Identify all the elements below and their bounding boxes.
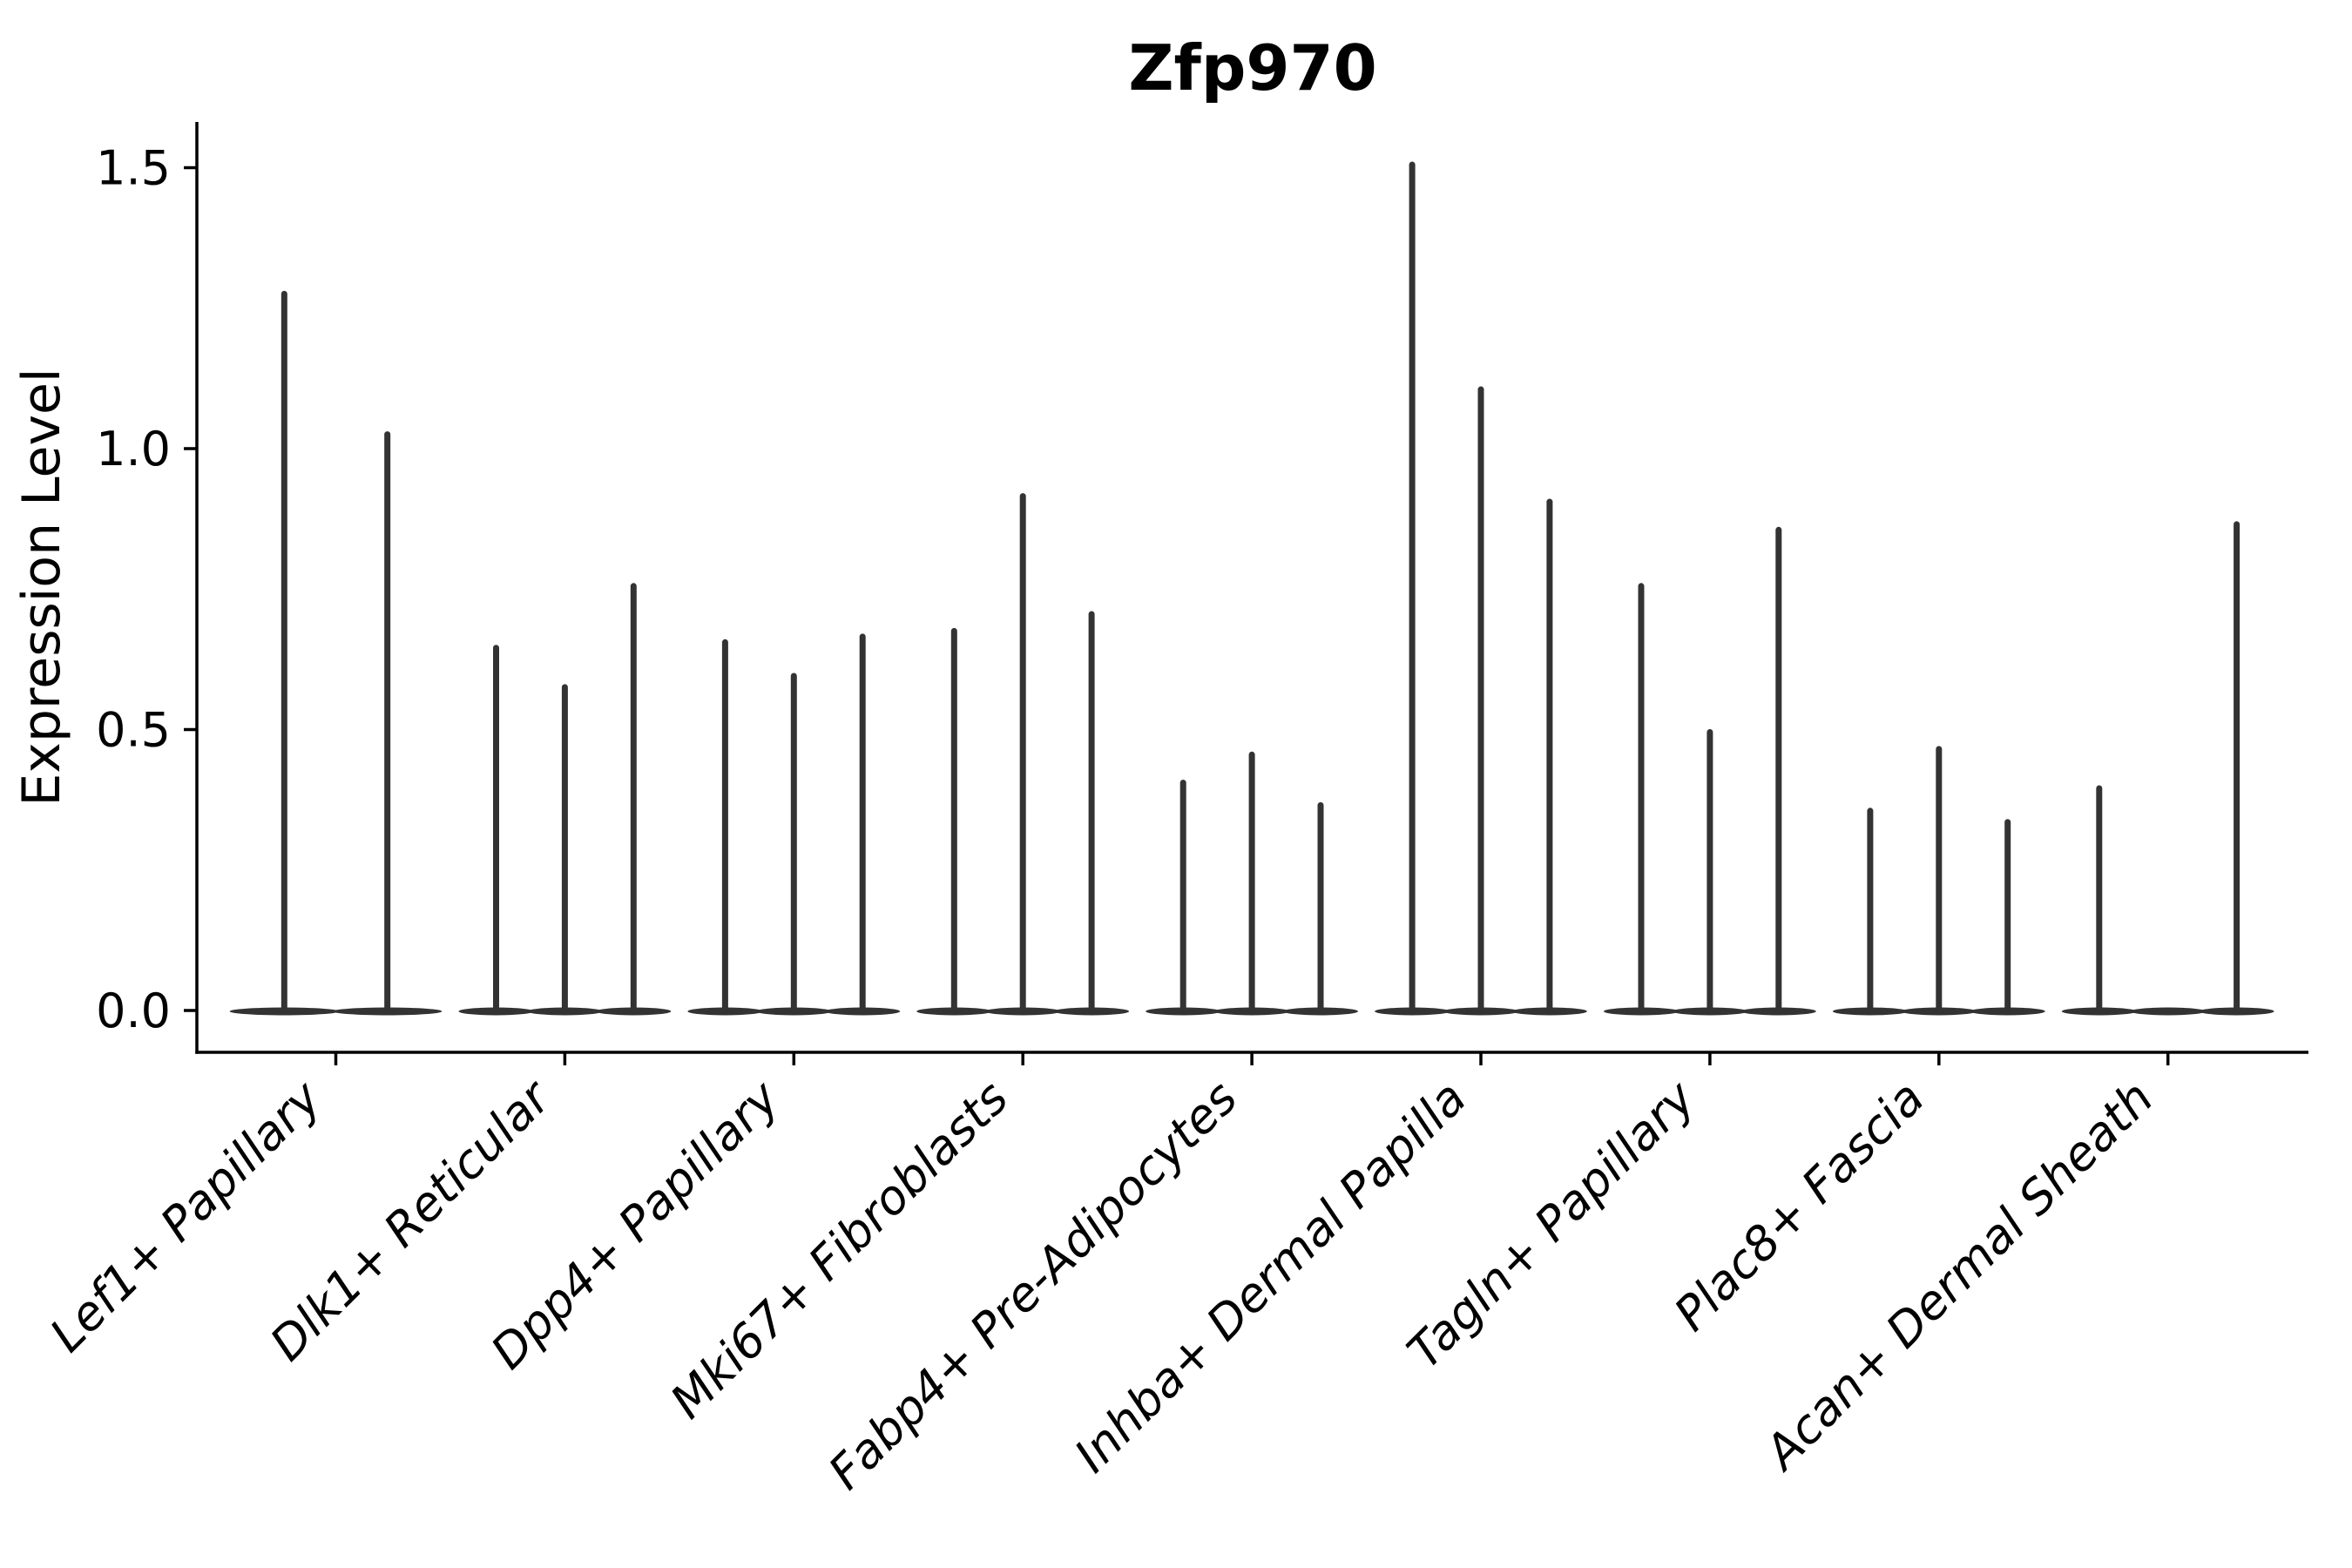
chart-title: Zfp970 bbox=[1128, 31, 1376, 105]
x-tick-label: Acan+ Dermal Sheath bbox=[1753, 1071, 2164, 1482]
violin-base bbox=[2130, 1007, 2206, 1016]
y-tick-label: 0.0 bbox=[96, 983, 171, 1038]
y-tick-label: 1.5 bbox=[96, 141, 171, 196]
y-axis-title: Expression Level bbox=[11, 368, 72, 806]
y-tick-label: 1.0 bbox=[96, 422, 171, 476]
y-tick-label: 0.5 bbox=[96, 703, 171, 758]
x-tick-label: Inhba+ Dermal Papilla bbox=[1064, 1071, 1477, 1484]
x-tick-label: Fabp4+ Pre-Adipocytes bbox=[818, 1071, 1247, 1500]
